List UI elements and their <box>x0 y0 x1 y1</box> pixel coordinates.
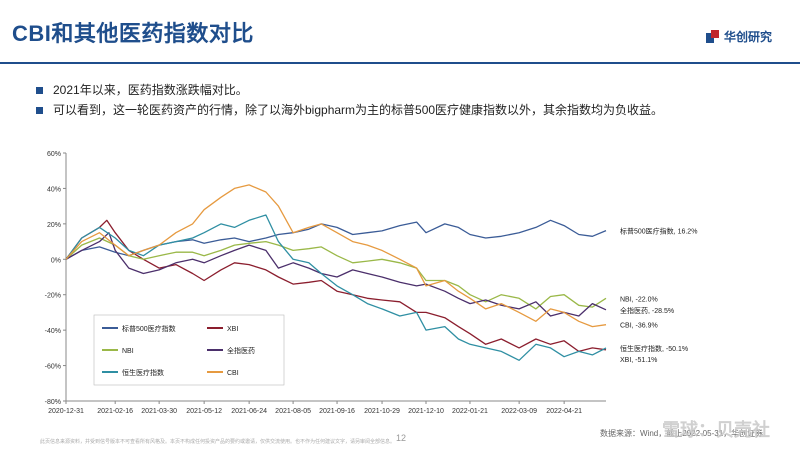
y-tick-label: 20% <box>47 222 61 229</box>
x-tick-label: 2021-03-30 <box>141 408 177 415</box>
x-tick-label: 2021-12-10 <box>408 408 444 415</box>
y-tick-label: 60% <box>47 151 61 158</box>
y-tick-label: 40% <box>47 186 61 193</box>
legend-box <box>93 314 285 386</box>
page-number: 12 <box>396 433 407 443</box>
legend-label: 恒生医疗指数 <box>122 368 164 377</box>
y-tick-label: -60% <box>45 364 61 371</box>
watermark: 雪球：贝壳社 <box>662 420 770 440</box>
disclaimer: 此页信息来源资料，并受到信号版本不可查看所有风格及。本页不构成任何投资产品的要约… <box>40 439 396 445</box>
bullet-item: 可以看到，这一轮医药资产的行情，除了以海外bigpharm为主的标普500医疗健… <box>36 100 663 120</box>
chart-canvas: -80% -60% -40% -20% 0% 20% 40% 60% 2020-12-31 202… <box>45 151 698 415</box>
series-end-label: CBI, -36.9% <box>620 323 658 330</box>
series-end-label: 标普500医疗指数, 16.2% <box>620 227 697 236</box>
bullet-item: 2021年以来，医药指数涨跌幅对比。 <box>36 80 663 100</box>
series-end-label: 全指医药, -28.5% <box>620 306 674 315</box>
legend-label: NBI <box>122 348 134 355</box>
y-tick-label: -80% <box>45 399 61 406</box>
series-line <box>65 237 607 310</box>
series-end-label: NBI, -22.0% <box>620 296 658 303</box>
y-tick-label: -20% <box>45 293 61 300</box>
brand-logo: 华创研究 <box>705 28 772 45</box>
x-tick-label: 2021-09-16 <box>319 408 355 415</box>
bullet-square-icon <box>36 86 43 94</box>
bullet-list: 2021年以来，医药指数涨跌幅对比。 可以看到，这一轮医药资产的行情，除了以海外… <box>36 80 663 120</box>
bullet-text: 2021年以来，医药指数涨跌幅对比。 <box>53 83 248 97</box>
x-tick-label: 2021-10-29 <box>364 408 400 415</box>
title-divider <box>0 62 800 64</box>
series-line <box>65 232 607 317</box>
legend-label: 全指医药 <box>227 346 255 355</box>
series-line <box>65 219 607 353</box>
legend-label: 标普500医疗指数 <box>122 324 176 333</box>
brand-name: 华创研究 <box>723 30 772 44</box>
series-end-label: XBI, -51.1% <box>620 357 657 364</box>
page-title: CBI和其他医药指数对比 <box>12 21 254 46</box>
x-tick-label: 2022-03-09 <box>501 408 537 415</box>
y-tick-label: 0% <box>51 257 61 264</box>
y-tick-label: -40% <box>45 328 61 335</box>
series-line <box>65 184 607 328</box>
x-tick-label: 2021-05-12 <box>186 408 222 415</box>
bullet-square-icon <box>36 106 43 114</box>
x-tick-label: 2022-04-21 <box>546 408 582 415</box>
x-tick-label: 2021-06-24 <box>231 408 267 415</box>
x-tick-label: 2021-08-05 <box>275 408 311 415</box>
data-source: 数据来源：Wind，截止2022-05-31，华创证券 <box>600 429 764 438</box>
bullet-text: 可以看到，这一轮医药资产的行情，除了以海外bigpharm为主的标普500医疗健… <box>53 103 664 117</box>
x-tick-label: 2020-12-31 <box>48 408 84 415</box>
line-chart: -80% -60% -40% -20% 0% 20% 40% 60% 2020-12-31 202… <box>36 145 766 425</box>
series-end-label: 恒生医疗指数, -50.1% <box>620 344 688 353</box>
x-tick-label: 2021-02-16 <box>97 408 133 415</box>
legend-label: XBI <box>227 326 238 333</box>
brand-logo-icon <box>705 30 719 43</box>
x-tick-label: 2022-01-21 <box>452 408 488 415</box>
legend-label: CBI <box>227 370 239 377</box>
